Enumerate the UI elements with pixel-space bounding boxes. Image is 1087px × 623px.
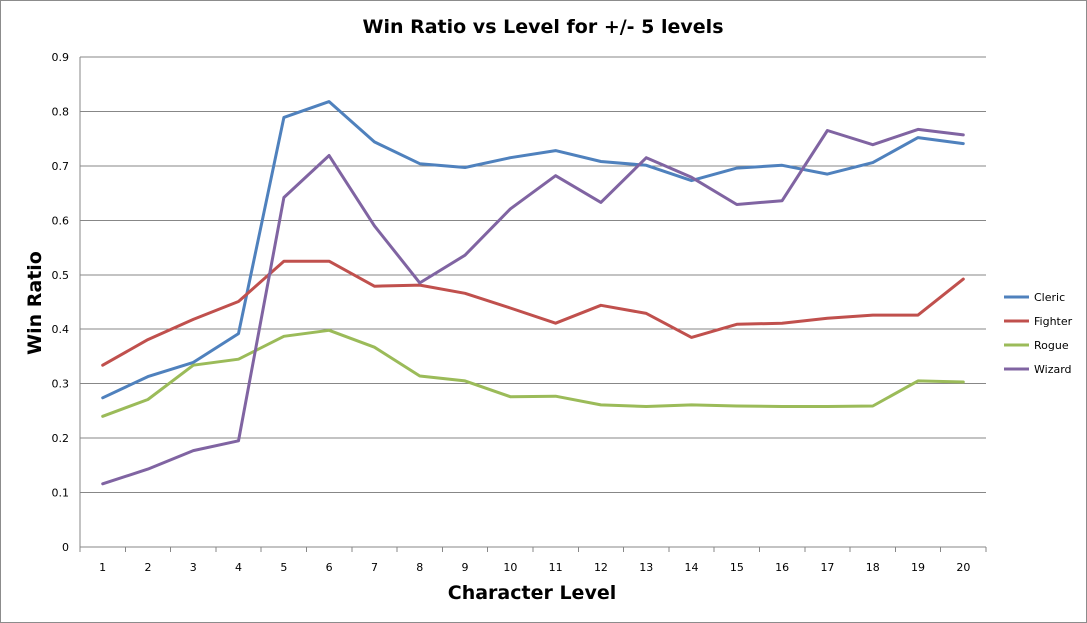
- x-tick-label: 17: [820, 561, 834, 574]
- y-axis-ticks: 0 0.1 0.2 0.3 0.4 0.5 0.6 0.7 0.8 0.9: [52, 51, 70, 554]
- x-tick-label: 6: [326, 561, 333, 574]
- legend-label-wizard: Wizard: [1034, 363, 1072, 376]
- legend-label-fighter: Fighter: [1034, 315, 1073, 328]
- series-line-cleric: [101, 100, 965, 400]
- y-tick-label: 0.2: [52, 432, 70, 445]
- legend-label-rogue: Rogue: [1034, 339, 1069, 352]
- x-tick-label: 4: [235, 561, 242, 574]
- y-tick-label: 0.4: [52, 323, 70, 336]
- x-tick-label: 14: [685, 561, 699, 574]
- y-tick-label: 0.9: [52, 51, 70, 64]
- x-tick-label: 10: [503, 561, 517, 574]
- y-tick-label: 0.8: [52, 105, 70, 118]
- y-tick-label: 0.5: [52, 269, 70, 282]
- x-tick-label: 16: [775, 561, 789, 574]
- y-tick-label: 0.6: [52, 214, 70, 227]
- y-axis-title: Win Ratio: [24, 251, 46, 355]
- x-tick-label: 13: [639, 561, 653, 574]
- series-line-rogue: [101, 328, 965, 418]
- x-tick-label: 11: [549, 561, 563, 574]
- y-tick-label: 0.7: [52, 160, 70, 173]
- y-tick-label: 0: [62, 541, 69, 554]
- x-axis-ticks: 1 2 3 4 5 6 7 8 9 10 11 12 13 14 15 16 17 18 19 20: [79, 547, 987, 574]
- chart-title: Win Ratio vs Level for +/- 5 levels: [362, 16, 723, 38]
- x-tick-label: 18: [866, 561, 880, 574]
- x-tick-label: 19: [911, 561, 925, 574]
- x-tick-label: 20: [956, 561, 970, 574]
- y-tick-label: 0.1: [52, 487, 70, 500]
- x-axis-title: Character Level: [448, 582, 616, 604]
- x-tick-label: 7: [371, 561, 378, 574]
- series-line-wizard: [101, 127, 965, 486]
- legend-label-cleric: Cleric: [1034, 291, 1065, 304]
- x-tick-label: 2: [144, 561, 151, 574]
- gridlines: [79, 56, 986, 548]
- x-tick-label: 5: [280, 561, 287, 574]
- y-tick-label: 0.3: [52, 378, 70, 391]
- legend: Cleric Fighter Rogue Wizard: [1004, 291, 1073, 376]
- x-tick-label: 8: [416, 561, 423, 574]
- x-tick-label: 9: [462, 561, 469, 574]
- x-tick-label: 15: [730, 561, 744, 574]
- series-lines: [101, 100, 965, 486]
- x-tick-label: 1: [99, 561, 106, 574]
- series-line-fighter: [101, 259, 965, 367]
- x-tick-label: 3: [190, 561, 197, 574]
- x-tick-label: 12: [594, 561, 608, 574]
